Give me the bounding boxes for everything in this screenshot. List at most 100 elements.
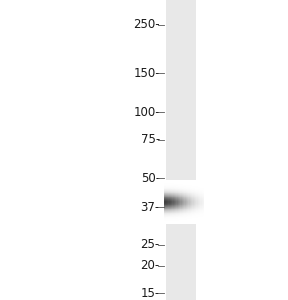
Bar	[191, 203, 192, 204]
Bar	[180, 198, 182, 199]
Bar	[187, 215, 188, 216]
Bar	[188, 196, 190, 197]
Bar	[175, 197, 176, 198]
Bar	[190, 194, 191, 195]
Bar	[180, 209, 182, 210]
Bar	[202, 203, 203, 204]
Text: 15-: 15-	[141, 287, 160, 300]
Bar	[176, 196, 178, 197]
Bar	[176, 187, 178, 188]
Bar	[172, 196, 174, 197]
Bar	[202, 196, 203, 197]
Bar	[184, 198, 186, 199]
Bar	[172, 187, 174, 188]
Bar	[187, 199, 188, 200]
Bar	[174, 197, 175, 198]
Bar	[184, 189, 186, 190]
Bar	[167, 195, 168, 196]
Bar	[180, 222, 182, 223]
Bar	[186, 210, 187, 211]
Bar	[168, 185, 170, 186]
Bar	[180, 197, 182, 198]
Bar	[175, 198, 176, 199]
Bar	[188, 183, 190, 184]
Bar	[196, 197, 198, 198]
Bar	[199, 192, 200, 193]
Bar	[168, 195, 170, 196]
Bar	[202, 208, 203, 209]
Bar	[199, 207, 200, 208]
Bar	[190, 197, 191, 198]
Bar	[182, 217, 183, 218]
Bar	[176, 204, 178, 205]
Bar	[190, 200, 191, 201]
Bar	[203, 217, 204, 218]
Bar	[176, 206, 178, 207]
Bar	[202, 210, 203, 211]
Bar	[200, 196, 202, 197]
Bar	[171, 203, 172, 204]
Bar	[175, 190, 176, 191]
Bar	[202, 216, 203, 217]
Bar	[196, 204, 198, 205]
Bar	[180, 198, 182, 199]
Bar	[188, 197, 190, 198]
Bar	[178, 180, 179, 181]
Bar	[195, 192, 196, 193]
Bar	[182, 206, 183, 207]
Bar	[172, 186, 174, 187]
Bar	[192, 211, 194, 212]
Bar	[183, 204, 184, 205]
Bar	[172, 201, 174, 202]
Bar	[174, 200, 175, 201]
Bar	[183, 182, 184, 183]
Bar	[188, 190, 190, 191]
Bar	[182, 187, 183, 188]
Bar	[172, 197, 174, 198]
Bar	[168, 191, 170, 192]
Bar	[179, 207, 180, 208]
Bar	[183, 210, 184, 211]
Bar	[164, 222, 166, 223]
Bar	[170, 200, 171, 201]
Bar	[166, 184, 167, 185]
Bar	[180, 191, 182, 192]
Bar	[198, 205, 199, 206]
Bar	[203, 213, 204, 214]
Bar	[176, 200, 178, 201]
Bar	[166, 201, 167, 202]
Bar	[182, 193, 183, 194]
Bar	[196, 208, 198, 209]
Bar	[194, 205, 195, 206]
Bar	[174, 199, 175, 200]
Bar	[175, 181, 176, 182]
Bar	[200, 211, 202, 212]
Bar	[182, 215, 183, 216]
Bar	[203, 200, 204, 201]
Bar	[176, 210, 178, 211]
Bar	[180, 206, 182, 207]
Bar	[190, 200, 191, 201]
Bar	[182, 183, 183, 184]
Bar	[186, 187, 187, 188]
Bar	[187, 211, 188, 212]
Bar	[168, 219, 170, 220]
Bar	[196, 201, 198, 202]
Bar	[200, 218, 202, 219]
Bar	[186, 196, 187, 197]
Bar	[174, 191, 175, 192]
Bar	[184, 181, 186, 182]
Bar	[180, 207, 182, 208]
Bar	[191, 208, 192, 209]
Bar	[187, 208, 188, 209]
Bar	[202, 193, 203, 194]
Bar	[167, 196, 168, 197]
Bar	[202, 201, 203, 202]
Bar	[187, 210, 188, 211]
Bar	[184, 215, 186, 216]
Bar	[187, 218, 188, 219]
Bar	[190, 199, 191, 200]
Bar	[182, 194, 183, 195]
Bar	[202, 192, 203, 193]
Bar	[194, 207, 195, 208]
